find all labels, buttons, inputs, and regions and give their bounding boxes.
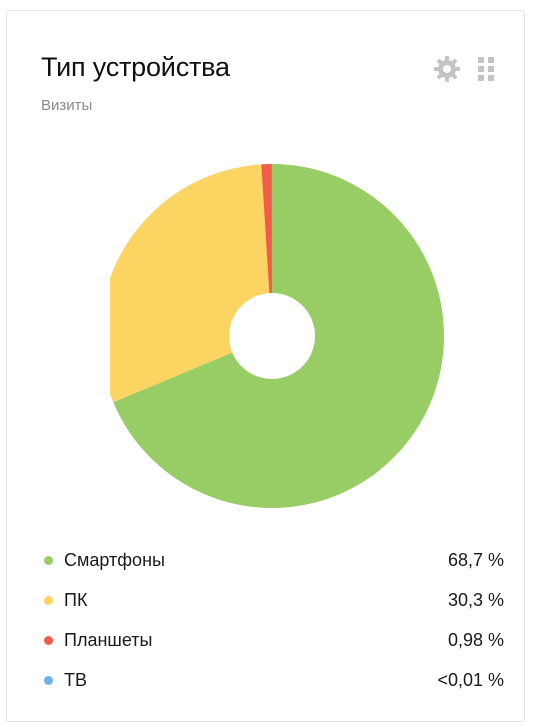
- slice-tablets[interactable]: [261, 164, 272, 294]
- legend-value: 68,7 %: [447, 549, 504, 570]
- legend-label: Планшеты: [64, 629, 153, 650]
- legend-label: ТВ: [64, 669, 88, 690]
- slice-smartphones[interactable]: [113, 164, 445, 508]
- top-strip: [0, 0, 533, 10]
- legend-item-tv[interactable]: ТВ <0,01 %: [44, 660, 504, 700]
- drag-handle-icon[interactable]: [474, 54, 498, 84]
- legend-label: ПК: [64, 589, 88, 610]
- legend-dot-pc: [44, 595, 53, 605]
- legend-label: Смартфоны: [64, 549, 165, 570]
- legend-dot-tv: [44, 675, 53, 685]
- legend-value: 30,3 %: [447, 589, 504, 610]
- legend-value: 0,98 %: [447, 629, 504, 650]
- legend-dot-tablets: [44, 635, 53, 645]
- chart-legend: Смартфоны 68,7 % ПК 30,3 % Планшеты 0,98…: [44, 540, 504, 700]
- legend-item-pc[interactable]: ПК 30,3 %: [44, 580, 504, 620]
- legend-dot-smartphones: [44, 555, 53, 565]
- slice-pc[interactable]: [100, 164, 270, 403]
- legend-item-tablets[interactable]: Планшеты 0,98 %: [44, 620, 504, 660]
- donut-chart: [100, 160, 454, 512]
- widget-subtitle: Визиты: [41, 97, 93, 114]
- legend-value: <0,01 %: [437, 669, 504, 690]
- legend-item-smartphones[interactable]: Смартфоны 68,7 %: [44, 540, 504, 580]
- donut-chart-svg: [100, 164, 445, 508]
- widget-title: Тип устройства: [41, 52, 230, 82]
- gear-icon[interactable]: [432, 54, 462, 84]
